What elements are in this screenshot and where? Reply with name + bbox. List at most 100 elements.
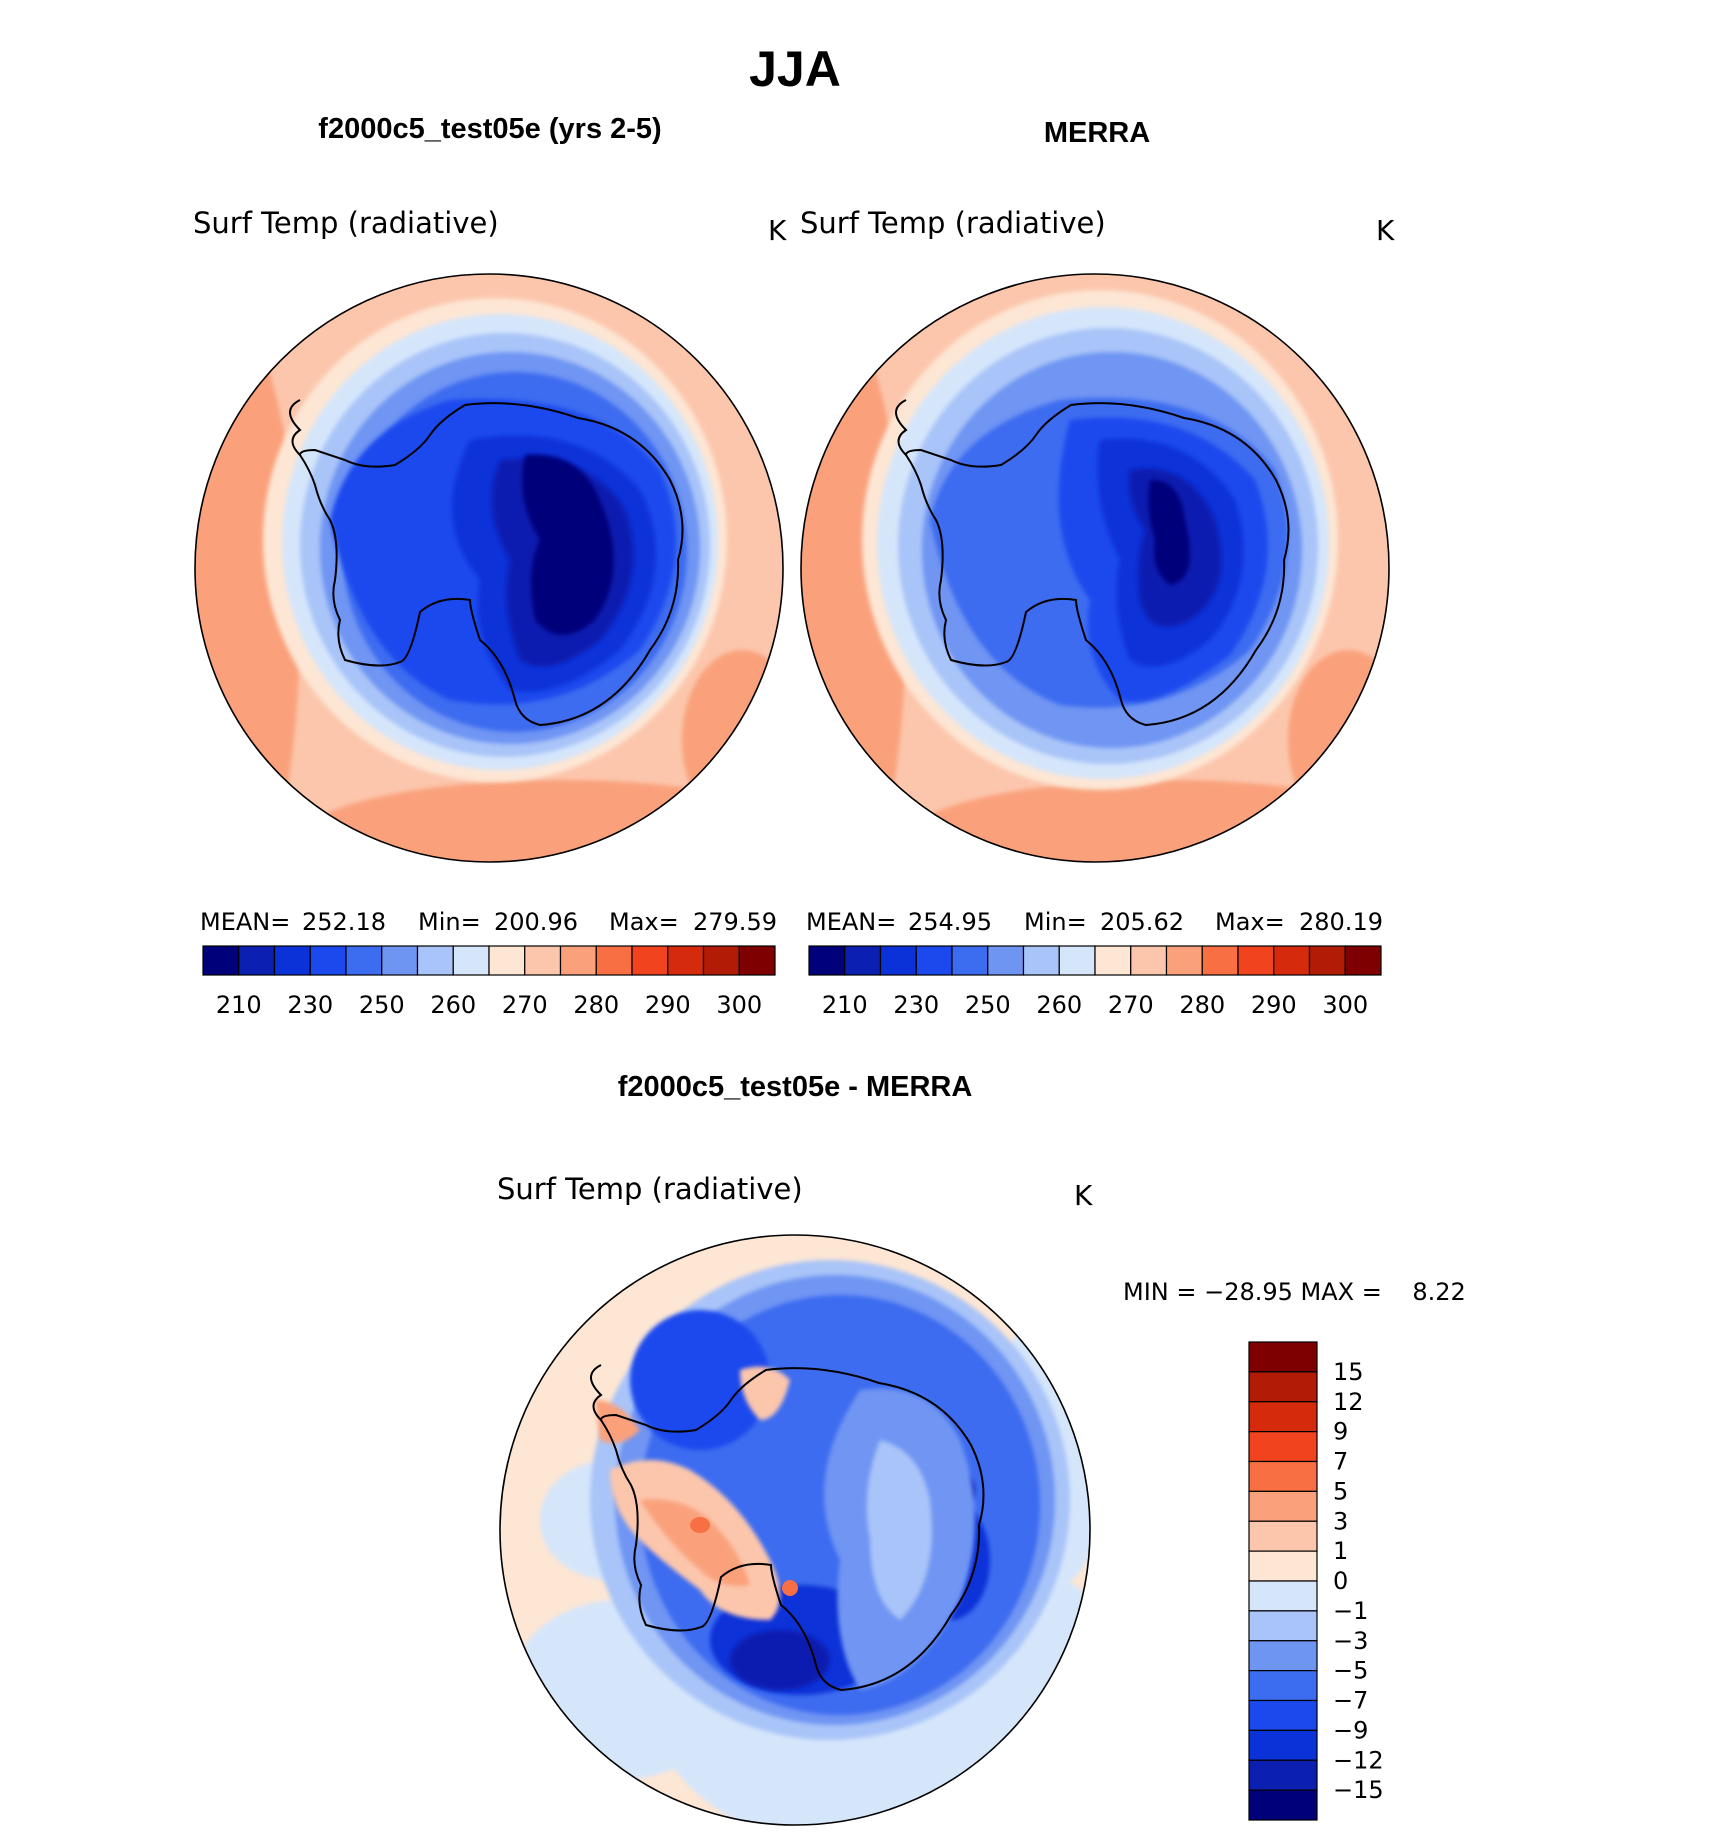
colorbar-merra-tick-label: 250 (965, 991, 1011, 1019)
variable-label-model: Surf Temp (radiative) (193, 206, 499, 240)
colorbar-diff-swatch (1248, 1729, 1318, 1761)
mean-label-merra: MEAN= (806, 908, 896, 936)
colorbar-diff-tick-label: 0 (1333, 1567, 1348, 1595)
colorbar-merra-swatch (1237, 945, 1275, 976)
colorbar-model-swatch (309, 945, 347, 976)
colorbar-merra-swatch (844, 945, 882, 976)
colorbar-merra-swatch (1344, 945, 1382, 976)
colorbar-diff-tick-label: 1 (1333, 1537, 1348, 1565)
colorbar-merra-swatch (1130, 945, 1168, 976)
colorbar-merra-swatch (1022, 945, 1060, 976)
colorbar-diff-tick-label: 5 (1333, 1477, 1348, 1505)
colorbar-model-tick-label: 260 (430, 991, 476, 1019)
colorbar-merra: 210 230 250 260 270 280 290 300 (808, 945, 1382, 1019)
colorbar-merra-swatch (1165, 945, 1203, 976)
variable-label-merra: Surf Temp (radiative) (800, 206, 1106, 240)
colorbar-model-swatch (524, 945, 562, 976)
colorbar-model-swatch (202, 945, 240, 976)
colorbar-model-tick-label: 210 (216, 991, 262, 1019)
colorbar-model-tick-label: 300 (716, 991, 762, 1019)
colorbar-merra-tick-label: 230 (893, 991, 939, 1019)
colorbar-diff-tick-label: 12 (1333, 1388, 1364, 1416)
variable-label-diff: Surf Temp (radiative) (497, 1172, 803, 1206)
min-label-model: Min= (418, 908, 481, 936)
colorbar-model-tick-label: 230 (287, 991, 333, 1019)
colorbar-diff-tick-label: 15 (1333, 1358, 1364, 1386)
colorbar-model-swatch (559, 945, 597, 976)
colorbar-merra-swatch (1201, 945, 1239, 976)
max-label-merra: Max= (1215, 908, 1285, 936)
colorbar-diff-tick-label: −9 (1333, 1716, 1368, 1744)
min-label-merra: Min= (1024, 908, 1087, 936)
colorbar-model-swatch (416, 945, 454, 976)
panel-title-model: f2000c5_test05e (yrs 2-5) (318, 113, 661, 145)
diff-title: f2000c5_test05e - MERRA (618, 1071, 973, 1103)
colorbar-model-tick-label: 280 (573, 991, 619, 1019)
colorbar-diff-swatch (1248, 1640, 1318, 1672)
colorbar-model-swatch (702, 945, 740, 976)
min-value-model: 200.96 (494, 908, 578, 936)
colorbar-diff-tick-label: 3 (1333, 1507, 1348, 1535)
polar-map-diff (499, 1234, 1091, 1826)
colorbar-merra-tick-label: 210 (822, 991, 868, 1019)
stats-merra: MEAN= 254.95 Min= 205.62 Max= 280.19 (806, 908, 1383, 936)
colorbar-merra-swatch (1094, 945, 1132, 976)
main-title: JJA (749, 41, 841, 97)
colorbar-model-swatch (345, 945, 383, 976)
polar-map-model (194, 273, 784, 863)
diff-stats: MIN = −28.95 MAX = 8.22 (1123, 1278, 1466, 1306)
colorbar-model-swatch (595, 945, 633, 976)
max-label-model: Max= (609, 908, 679, 936)
colorbar-merra-swatch (915, 945, 953, 976)
colorbar-model: 210 230 250 260 270 280 290 300 (202, 945, 776, 1019)
colorbar-diff-swatch (1248, 1520, 1318, 1552)
colorbar-diff-tick-label: 7 (1333, 1448, 1348, 1476)
polar-map-merra (800, 273, 1390, 863)
colorbar-merra-swatch (879, 945, 917, 976)
units-label-model: K (768, 214, 787, 247)
colorbar-diff-swatch (1248, 1341, 1318, 1373)
colorbar-merra-tick-label: 290 (1251, 991, 1297, 1019)
max-value-merra: 280.19 (1299, 908, 1383, 936)
colorbar-diff-tick-label: −5 (1333, 1657, 1368, 1685)
colorbar-model-tick-label: 270 (502, 991, 548, 1019)
colorbar-diff-swatch (1248, 1371, 1318, 1403)
colorbar-diff-tick-label: −3 (1333, 1627, 1368, 1655)
colorbar-diff-tick-label: 9 (1333, 1418, 1348, 1446)
colorbar-diff-swatch (1248, 1699, 1318, 1731)
colorbar-diff-tick-label: −7 (1333, 1687, 1368, 1715)
mean-value-merra: 254.95 (908, 908, 992, 936)
colorbar-merra-swatch (1058, 945, 1096, 976)
colorbar-diff-swatch (1248, 1580, 1318, 1612)
colorbar-model-swatch (381, 945, 419, 976)
mean-label-model: MEAN= (200, 908, 290, 936)
colorbar-diff-tick-label: −15 (1333, 1776, 1384, 1804)
colorbar-diff-swatch (1248, 1550, 1318, 1582)
colorbar-model-swatch (273, 945, 311, 976)
colorbar-diff-swatch (1248, 1401, 1318, 1433)
colorbar-model-swatch (667, 945, 705, 976)
colorbar-merra-tick-label: 300 (1322, 991, 1368, 1019)
units-label-merra: K (1376, 214, 1395, 247)
colorbar-merra-tick-label: 260 (1036, 991, 1082, 1019)
colorbar-merra-tick-label: 280 (1179, 991, 1225, 1019)
colorbar-diff-swatch (1248, 1789, 1318, 1821)
stats-model: MEAN= 252.18 Min= 200.96 Max= 279.59 (200, 908, 777, 936)
colorbar-diff-swatch (1248, 1490, 1318, 1522)
colorbar-diff-swatch (1248, 1460, 1318, 1492)
colorbar-merra-swatch (951, 945, 989, 976)
min-value-merra: 205.62 (1100, 908, 1184, 936)
colorbar-diff-tick-label: −12 (1333, 1746, 1384, 1774)
panel-title-merra: MERRA (1044, 117, 1150, 149)
colorbar-model-swatch (452, 945, 490, 976)
colorbar-model-swatch (488, 945, 526, 976)
colorbar-merra-swatch (1273, 945, 1311, 976)
max-value-model: 279.59 (693, 908, 777, 936)
colorbar-diff-swatch (1248, 1759, 1318, 1791)
colorbar-model-swatch (631, 945, 669, 976)
colorbar-model-tick-label: 290 (645, 991, 691, 1019)
mean-value-model: 252.18 (302, 908, 386, 936)
colorbar-merra-tick-label: 270 (1108, 991, 1154, 1019)
colorbar-merra-swatch (808, 945, 846, 976)
